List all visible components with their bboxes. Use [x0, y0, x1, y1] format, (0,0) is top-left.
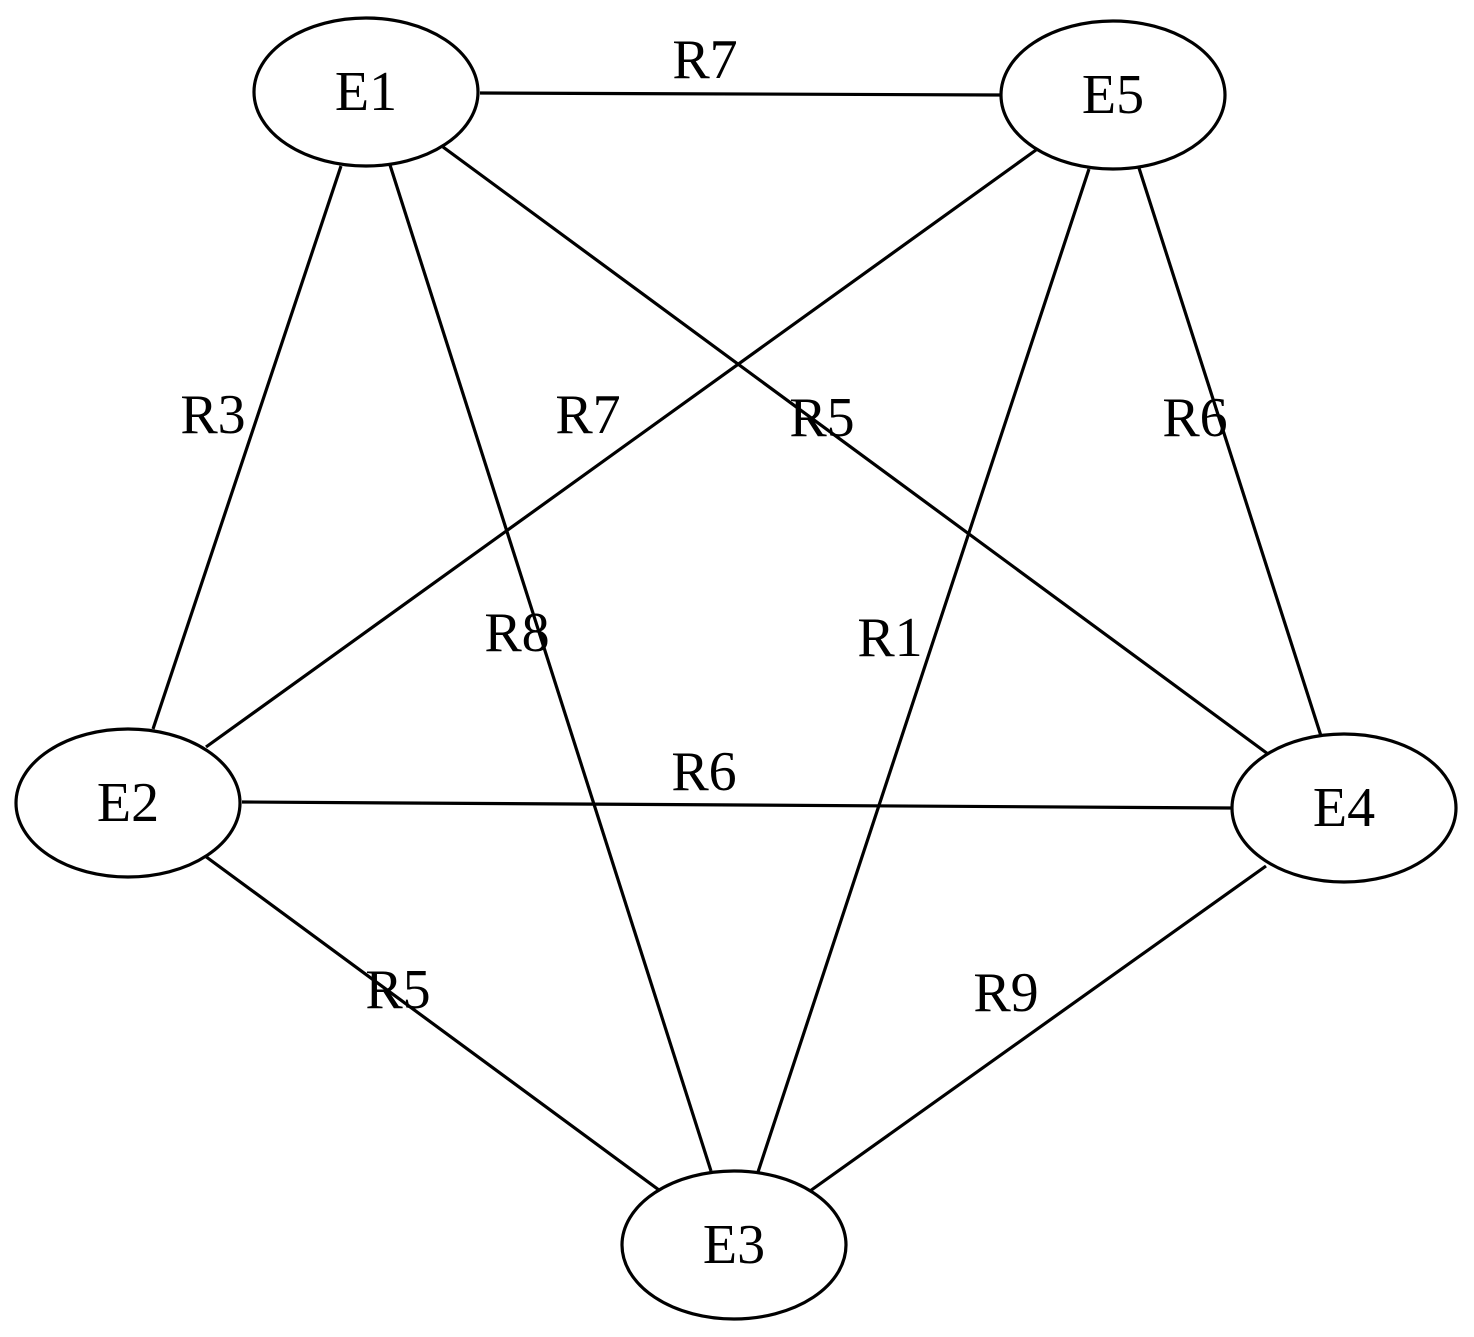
nodes-layer: E1 E2 E3 E4 E5 [14, 16, 1458, 1321]
edge-label-e2-e3: R5 [365, 959, 430, 1021]
edge-label-e1-e3: R8 [484, 602, 549, 664]
edge-labels-layer: R7 R3 R8 R5 R7 R1 R6 R6 R5 R9 [180, 29, 1227, 1024]
edge-label-e5-e3: R1 [857, 607, 922, 669]
node-e3: E3 [620, 1169, 848, 1321]
node-e4: E4 [1230, 732, 1458, 884]
edge-label-e2-e4: R6 [671, 741, 736, 803]
node-label-e1: E1 [335, 61, 397, 123]
edge-label-e1-e2: R3 [180, 384, 245, 446]
edge-e1-e3 [388, 164, 713, 1172]
node-e5: E5 [999, 19, 1227, 171]
edge-label-e1-e5: R7 [672, 29, 737, 91]
node-e2: E2 [14, 727, 242, 879]
edge-label-e5-e4: R6 [1162, 387, 1227, 449]
node-ellipse-e1 [252, 16, 480, 168]
node-ellipse-e5 [999, 19, 1227, 171]
node-ellipse-e3 [620, 1169, 848, 1321]
edge-e2-e3 [204, 854, 660, 1192]
node-e1: E1 [252, 16, 480, 168]
edge-e5-e4 [1137, 167, 1323, 737]
node-label-e2: E2 [97, 772, 159, 834]
node-ellipse-e4 [1230, 732, 1458, 884]
node-label-e4: E4 [1313, 777, 1375, 839]
edge-label-e4-e3: R9 [973, 962, 1038, 1024]
node-label-e3: E3 [703, 1214, 765, 1276]
edge-e4-e3 [809, 864, 1267, 1193]
edge-label-e1-e4: R5 [789, 387, 854, 449]
edge-e2-e4 [241, 800, 1232, 810]
edge-e1-e5 [479, 91, 1002, 97]
node-label-e5: E5 [1082, 64, 1144, 126]
edges-layer [151, 91, 1323, 1193]
edge-e5-e2 [205, 148, 1037, 749]
edge-e1-e2 [151, 165, 343, 730]
node-ellipse-e2 [14, 727, 242, 879]
edge-e5-e3 [756, 168, 1091, 1173]
edge-label-e5-e2: R7 [555, 384, 620, 446]
edge-e1-e4 [442, 145, 1269, 756]
